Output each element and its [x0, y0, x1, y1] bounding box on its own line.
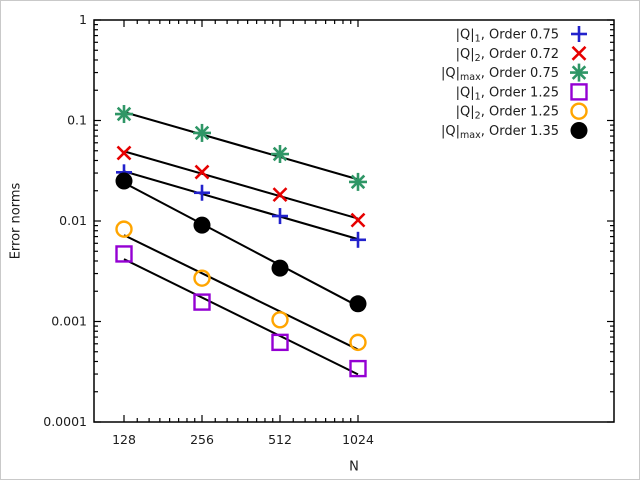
- legend-marker-plus-icon: [571, 26, 587, 42]
- legend-label: |Q|1, Order 1.25: [456, 85, 559, 102]
- series-Qmax-order-0.75: [115, 105, 367, 191]
- marker-Q1-order-1.25-N128: [115, 245, 133, 263]
- marker-Q1-order-1.25-N256: [193, 293, 211, 311]
- series-Q1-order-0.75: [116, 164, 366, 248]
- legend-marker-circle-filled-icon: [570, 122, 588, 139]
- axis-ticks: [94, 19, 614, 423]
- marker-Q1-order-0.75-N512: [272, 208, 288, 225]
- legend-label: |Q|1, Order 0.75: [456, 28, 559, 45]
- marker-Qmax-order-1.35-N1024: [349, 295, 367, 313]
- legend-item-Q1-order-1.25: |Q|1, Order 1.25: [456, 83, 588, 102]
- x-axis-title: N: [349, 459, 359, 475]
- legend-marker-cross-icon: [571, 45, 587, 61]
- y-tick-label: 1: [79, 12, 87, 27]
- legend-label: |Q|max, Order 0.75: [441, 66, 559, 83]
- fit-line-Qmax-order-0.75: [123, 111, 359, 181]
- legend-item-Q2-order-1.25: |Q|2, Order 1.25: [456, 102, 588, 122]
- marker-Qmax-order-0.75-N256: [193, 123, 211, 142]
- marker-Q2-order-0.72-N1024: [350, 212, 366, 228]
- marker-Q2-order-1.25-N128: [115, 220, 133, 238]
- marker-Q1-order-0.75-N256: [194, 184, 210, 201]
- y-tick-label: 0.1: [67, 113, 87, 128]
- legend-marker-square-open-icon: [570, 83, 588, 101]
- marker-Qmax-order-1.35-N256: [193, 216, 211, 234]
- marker-Q2-order-1.25-N256: [193, 269, 211, 287]
- legend-label: |Q|2, Order 0.72: [456, 47, 559, 64]
- legend-marker-circle-open-icon: [570, 102, 588, 120]
- x-tick-label: 512: [268, 432, 292, 447]
- fit-line-Qmax-order-1.35: [123, 181, 359, 308]
- legend-label: |Q|2, Order 1.25: [456, 105, 559, 122]
- y-tick-label: 0.01: [59, 213, 87, 228]
- marker-Qmax-order-0.75-N512: [271, 145, 289, 164]
- fit-line-Q1-order-0.75: [123, 170, 359, 241]
- y-axis-title: Error norms: [8, 182, 24, 260]
- series-Q2-order-1.25: [115, 220, 367, 352]
- fit-line-Q2-order-0.72: [123, 150, 359, 220]
- marker-Q2-order-1.25-N512: [271, 311, 289, 329]
- legend-label: |Q|max, Order 1.35: [441, 124, 559, 141]
- marker-Qmax-order-0.75-N1024: [349, 172, 367, 191]
- fit-line-Q2-order-1.25: [123, 234, 359, 351]
- marker-Q1-order-0.75-N1024: [350, 231, 366, 248]
- legend-item-Qmax-order-0.75: |Q|max, Order 0.75: [441, 63, 588, 83]
- series-Qmax-order-1.35: [115, 172, 367, 313]
- marker-Q2-order-0.72-N128: [116, 145, 132, 161]
- series-Q1-order-1.25: [115, 245, 367, 378]
- legend-item-Qmax-order-1.35: |Q|max, Order 1.35: [441, 122, 588, 141]
- marker-Qmax-order-0.75-N128: [115, 105, 133, 124]
- marker-Q1-order-1.25-N512: [271, 333, 289, 352]
- marker-Qmax-order-1.35-N128: [115, 172, 133, 190]
- marker-Q2-order-0.72-N256: [194, 164, 210, 180]
- marker-Q2-order-0.72-N512: [272, 187, 288, 203]
- legend-marker-asterisk-icon: [570, 63, 588, 82]
- x-tick-label: 1024: [342, 432, 374, 447]
- y-tick-label: 0.001: [51, 314, 87, 329]
- fit-line-Q1-order-1.25: [123, 258, 359, 376]
- x-tick-label: 128: [112, 432, 136, 447]
- marker-Qmax-order-1.35-N512: [271, 259, 289, 277]
- series-Q2-order-0.72: [116, 145, 366, 228]
- x-tick-label: 256: [190, 432, 214, 447]
- marker-Q2-order-1.25-N1024: [349, 333, 367, 352]
- y-tick-label: 0.0001: [43, 414, 87, 429]
- marker-Q1-order-1.25-N1024: [349, 359, 367, 378]
- legend: |Q|1, Order 0.75 |Q|2, Order 0.72 |Q|max, …: [441, 26, 588, 141]
- legend-item-Q1-order-0.75: |Q|1, Order 0.75: [456, 26, 587, 45]
- legend-item-Q2-order-0.72: |Q|2, Order 0.72: [456, 45, 587, 64]
